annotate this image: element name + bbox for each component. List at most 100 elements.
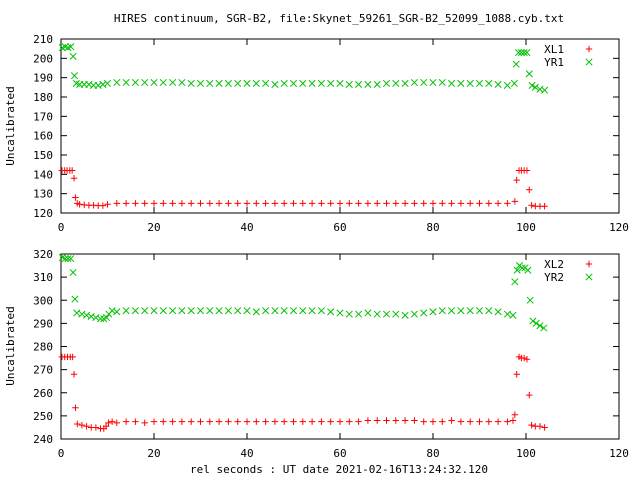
- data-point: [150, 418, 158, 425]
- data-point: [92, 424, 100, 431]
- data-point: [355, 80, 363, 88]
- data-point: [392, 310, 400, 318]
- legend-marker: [585, 45, 593, 53]
- data-point: [113, 78, 121, 87]
- y-tick-label: 270: [33, 364, 53, 377]
- data-point: [503, 310, 511, 318]
- y-tick-label: 210: [33, 33, 53, 46]
- data-point: [411, 417, 418, 424]
- bottom-series-xl2: [58, 353, 548, 432]
- data-point: [466, 79, 474, 88]
- data-point: [345, 310, 353, 318]
- y-tick-label: 260: [33, 387, 53, 400]
- data-point: [485, 418, 492, 425]
- data-point: [494, 80, 502, 88]
- x-tick-label: 80: [426, 447, 439, 460]
- data-point: [308, 418, 316, 425]
- data-point: [392, 200, 399, 207]
- data-point: [70, 72, 79, 80]
- data-point: [262, 418, 269, 425]
- data-point: [187, 307, 195, 315]
- data-point: [122, 78, 130, 87]
- data-point: [108, 307, 116, 315]
- data-point: [299, 79, 307, 88]
- data-point: [69, 353, 76, 361]
- data-point: [355, 310, 363, 318]
- data-point: [520, 354, 528, 362]
- data-point: [318, 200, 325, 207]
- data-point: [374, 200, 381, 207]
- data-point: [382, 79, 391, 88]
- data-point: [429, 78, 437, 87]
- top-panel: 120 130 140 150 160 170 180 190 200 210 0 20 40 60 80…: [4, 33, 629, 234]
- data-point: [178, 78, 186, 87]
- data-point: [105, 419, 112, 427]
- data-point: [510, 79, 518, 88]
- data-point: [382, 310, 391, 318]
- data-point: [524, 266, 532, 274]
- data-point: [526, 296, 534, 304]
- data-point: [262, 79, 270, 88]
- data-point: [541, 86, 549, 94]
- data-point: [525, 70, 533, 78]
- data-point: [308, 307, 316, 315]
- data-point: [68, 167, 76, 174]
- data-point: [159, 78, 167, 87]
- data-point: [71, 295, 79, 303]
- y-tick-label: 120: [33, 207, 53, 220]
- bottom-panel: 240 250 260 270 280 290 300 310 320 0 20 40 60 80 100…: [4, 248, 629, 460]
- data-point: [113, 308, 121, 316]
- data-point: [215, 200, 223, 207]
- data-point: [132, 200, 139, 207]
- data-point: [141, 78, 149, 87]
- data-point: [513, 266, 521, 274]
- data-point: [475, 79, 484, 88]
- data-point: [281, 418, 288, 425]
- data-point: [131, 78, 139, 87]
- y-tick-label: 250: [33, 410, 53, 423]
- data-point: [509, 417, 517, 424]
- data-point: [374, 417, 381, 424]
- data-point: [336, 309, 344, 317]
- data-point: [509, 311, 517, 319]
- data-point: [215, 307, 223, 315]
- data-point: [132, 418, 139, 425]
- data-point: [364, 200, 372, 207]
- y-tick-label: 280: [33, 341, 53, 354]
- data-point: [61, 255, 69, 263]
- data-point: [150, 78, 158, 87]
- data-point: [541, 203, 548, 210]
- x-tick-label: 80: [426, 221, 439, 234]
- data-point: [373, 310, 381, 318]
- legend-marker: [585, 273, 593, 281]
- data-point: [401, 200, 409, 207]
- top-y-axis-label: Uncalibrated: [4, 86, 17, 165]
- data-point: [513, 371, 520, 378]
- data-point: [511, 198, 519, 205]
- data-point: [72, 404, 79, 411]
- data-point: [373, 80, 381, 88]
- data-point: [76, 201, 83, 208]
- data-point: [67, 43, 75, 51]
- data-point: [420, 78, 428, 87]
- data-point: [178, 418, 186, 425]
- top-x-tick-labels: 0 20 40 60 80 100 120: [58, 221, 629, 234]
- data-point: [438, 307, 446, 315]
- data-point: [523, 48, 531, 57]
- data-point: [253, 200, 260, 207]
- data-point: [364, 309, 372, 317]
- data-point: [78, 310, 86, 318]
- data-point: [327, 418, 334, 425]
- data-point: [271, 418, 279, 425]
- data-point: [99, 80, 107, 88]
- data-point: [513, 176, 520, 184]
- x-tick-label: 60: [333, 447, 346, 460]
- data-point: [87, 312, 95, 320]
- data-point: [448, 307, 456, 315]
- data-point: [67, 255, 75, 263]
- data-point: [196, 307, 205, 315]
- y-tick-label: 240: [33, 433, 53, 446]
- data-point: [69, 52, 77, 60]
- bottom-data-points: [58, 253, 548, 432]
